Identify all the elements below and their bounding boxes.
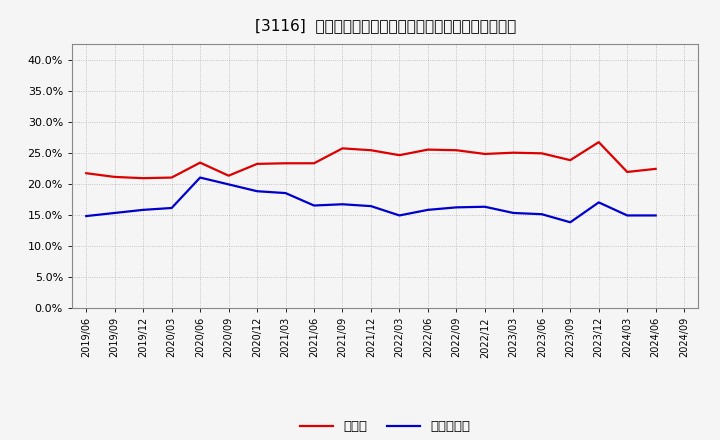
現頲金 <box>82 171 91 176</box>
有利子負債 <box>253 189 261 194</box>
有利子負債 <box>566 220 575 225</box>
有利子負債 <box>623 213 631 218</box>
有利子負債 <box>537 212 546 217</box>
有利子負債 <box>423 207 432 213</box>
現頲金 <box>110 174 119 180</box>
有利子負債 <box>139 207 148 213</box>
現頲金 <box>139 176 148 181</box>
有利子負債 <box>595 200 603 205</box>
Legend: 現頲金, 有利子負債: 現頲金, 有利子負債 <box>294 415 476 439</box>
有利子負債 <box>110 210 119 216</box>
有利子負債 <box>652 213 660 218</box>
現頲金 <box>537 150 546 156</box>
Line: 現頲金: 現頲金 <box>86 142 656 178</box>
有利子負債 <box>395 213 404 218</box>
現頲金 <box>566 158 575 163</box>
現頲金 <box>595 139 603 145</box>
有利子負債 <box>196 175 204 180</box>
現頲金 <box>652 166 660 172</box>
現頲金 <box>395 153 404 158</box>
有利子負債 <box>338 202 347 207</box>
有利子負債 <box>310 203 318 208</box>
有利子負債 <box>452 205 461 210</box>
現頲金 <box>338 146 347 151</box>
現頲金 <box>366 147 375 153</box>
現頲金 <box>509 150 518 155</box>
現頲金 <box>452 147 461 153</box>
Line: 有利子負債: 有利子負債 <box>86 178 656 222</box>
現頲金 <box>623 169 631 175</box>
有利子負債 <box>366 203 375 209</box>
有利子負債 <box>167 205 176 211</box>
現頲金 <box>282 161 290 166</box>
現頲金 <box>167 175 176 180</box>
Title: [3116]  現預金、有利子負債の総資産に対する比率の推移: [3116] 現預金、有利子負債の総資産に対する比率の推移 <box>255 18 516 33</box>
有利子負債 <box>82 213 91 219</box>
現頲金 <box>196 160 204 165</box>
有利子負債 <box>509 210 518 216</box>
有利子負債 <box>480 204 489 209</box>
現頲金 <box>225 173 233 178</box>
有利子負債 <box>225 182 233 187</box>
現頲金 <box>423 147 432 152</box>
有利子負債 <box>282 191 290 196</box>
現頲金 <box>310 161 318 166</box>
現頲金 <box>480 151 489 157</box>
現頲金 <box>253 161 261 166</box>
